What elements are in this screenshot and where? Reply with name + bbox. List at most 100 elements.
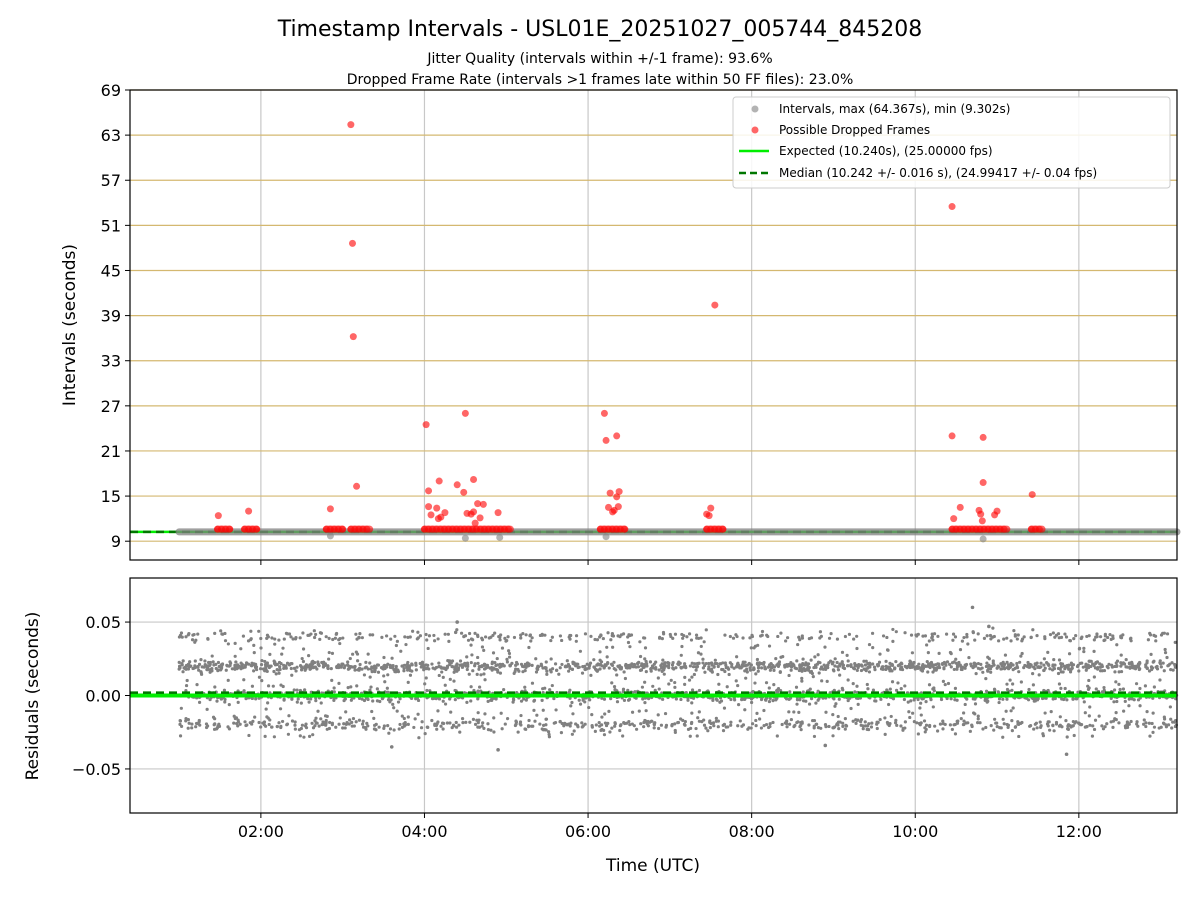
residual-point [1084,663,1088,668]
residual-point [1005,660,1009,664]
residual-point [195,683,199,687]
residual-point [619,667,623,671]
dropped-point-27 [494,509,502,517]
residual-point [205,707,209,711]
residual-point [908,659,912,663]
residual-point [1081,665,1085,669]
residual-point [223,700,227,704]
residual-point [876,720,880,724]
residual-point [738,719,742,723]
residual-point [1032,727,1036,731]
residual-point [1084,725,1089,729]
residual-point [892,666,897,671]
residual-point [554,708,558,712]
residual-point [394,667,398,671]
residual-point [270,636,274,640]
residual-point [638,654,643,659]
residual-point [423,682,427,686]
residual-point [824,710,828,714]
residual-point [1043,666,1047,670]
residual-point [924,723,929,727]
residual-point [632,662,637,667]
residual-point [466,638,471,642]
residual-point [759,697,764,702]
residuals-x-ticks: 02:00 04:00 06:00 08:00 10:00 12:00 [238,813,1102,841]
residual-point [184,635,188,639]
residual-point [736,703,741,707]
residual-point [541,723,546,727]
residual-point [385,686,389,690]
residual-point [331,637,335,642]
residual-point [1056,671,1061,676]
residual-point [1040,696,1045,701]
dropped-point-14 [437,513,445,521]
residual-notable-point-1 [987,624,991,629]
residual-point [219,629,223,633]
residual-point [957,660,961,665]
residual-point [630,710,635,714]
residual-point [471,717,476,721]
residual-point [574,639,578,643]
residual-point [753,681,757,685]
residual-point [661,697,665,701]
residual-point [1152,725,1157,729]
residual-point [357,718,362,722]
residual-point [767,644,772,648]
residual-point [1091,662,1095,666]
residual-point [213,631,217,635]
residual-point [213,685,217,689]
residual-point [549,638,553,643]
residual-point [1168,662,1172,666]
residual-point [498,638,502,642]
residual-point [1003,653,1008,657]
residual-point [1162,717,1167,721]
residual-point [690,661,694,665]
residual-point [425,688,429,693]
residual-point [395,639,399,643]
residual-point [775,734,779,738]
residual-point [184,719,188,723]
residual-point [1009,639,1013,643]
residual-point [234,660,238,664]
residual-point [856,696,860,700]
residual-point [294,635,298,640]
dropped-point-17 [460,488,468,496]
residual-point [701,661,705,665]
residual-point [899,687,903,691]
residual-point [787,673,791,678]
residual-point [241,634,246,638]
residual-point [628,723,632,727]
residual-point [250,696,254,701]
residual-point [324,721,328,726]
residual-point [762,708,766,713]
residual-point [529,639,533,643]
residual-point [380,666,385,670]
residual-point [1051,664,1055,668]
residual-point [751,689,755,694]
residual-point [784,639,788,643]
residual-point [572,729,576,733]
residual-point [464,720,468,724]
residual-point [577,698,581,702]
residual-point [1109,720,1113,724]
residual-point [550,635,554,639]
residual-point [206,637,210,641]
residual-point [366,667,370,671]
residual-point [285,722,290,726]
residual-point [723,669,727,674]
intervals-ytick-label-6: 45 [101,261,121,280]
residual-point [953,722,957,727]
residual-point [569,704,573,708]
residual-point [1065,698,1069,702]
residual-point [371,699,375,703]
residual-point [1020,637,1025,641]
residual-point [660,662,664,666]
residual-point [1173,719,1178,723]
residual-point [881,667,885,671]
residual-point [194,721,199,726]
residual-point [277,660,282,665]
residual-point [806,666,810,670]
residual-point [402,669,406,673]
residual-point [816,689,820,693]
residual-point [809,658,813,662]
